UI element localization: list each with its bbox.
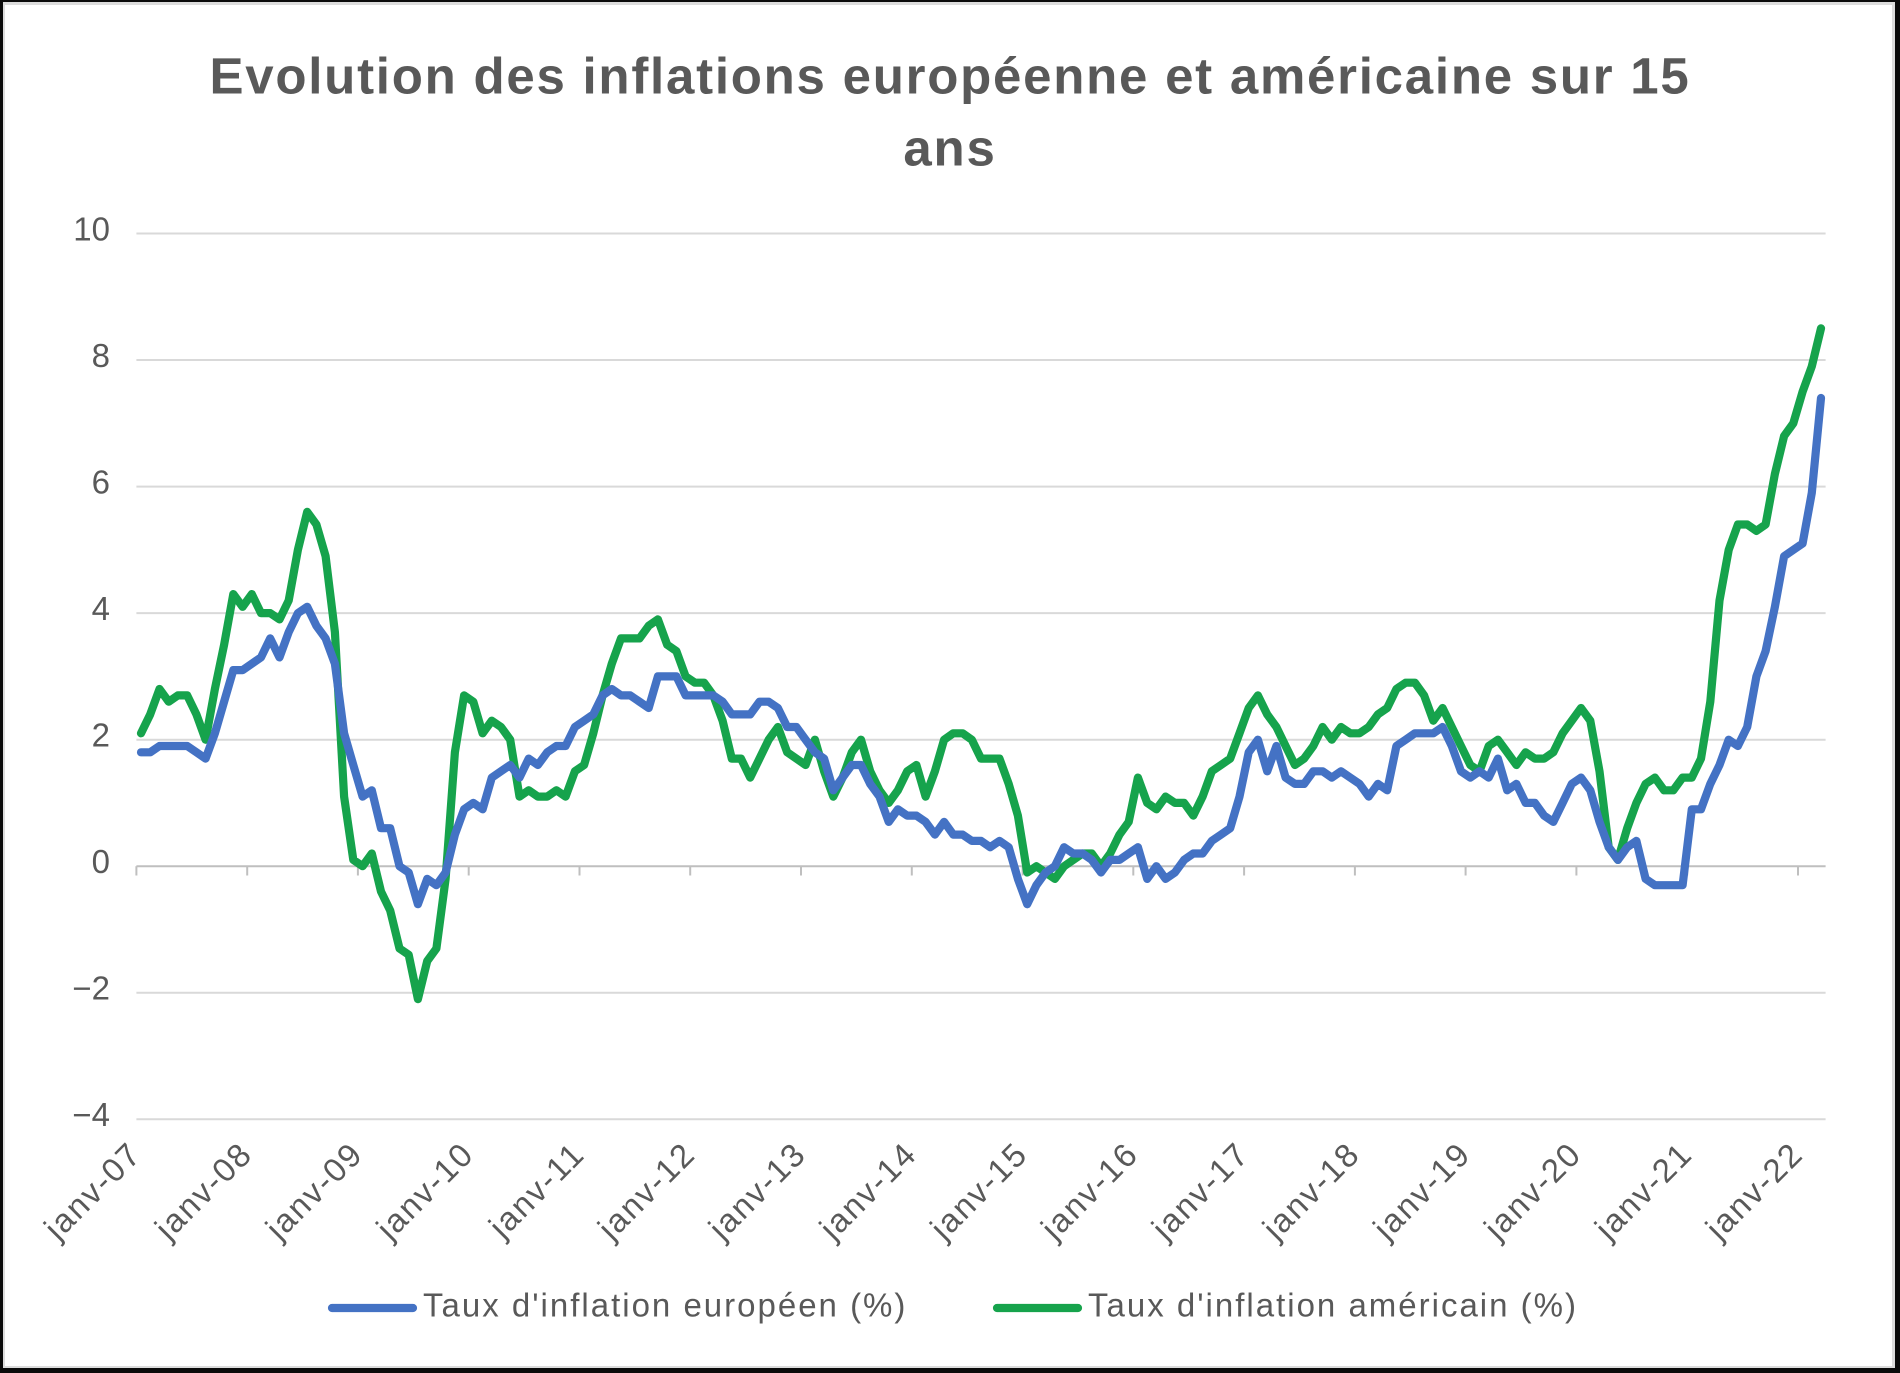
svg-text:0: 0 <box>92 843 110 880</box>
svg-text:6: 6 <box>92 463 110 500</box>
svg-text:−2: −2 <box>72 970 110 1007</box>
svg-text:Taux d'inflation européen (%): Taux d'inflation européen (%) <box>423 1287 907 1324</box>
svg-text:Evolution des inflations europ: Evolution des inflations européenne et a… <box>209 48 1690 105</box>
svg-text:8: 8 <box>92 337 110 374</box>
svg-text:4: 4 <box>92 590 110 627</box>
svg-text:2: 2 <box>92 717 110 754</box>
svg-text:10: 10 <box>73 210 110 247</box>
svg-text:−4: −4 <box>72 1096 110 1133</box>
svg-text:ans: ans <box>903 120 996 177</box>
svg-text:Taux d'inflation américain (%): Taux d'inflation américain (%) <box>1088 1287 1578 1324</box>
